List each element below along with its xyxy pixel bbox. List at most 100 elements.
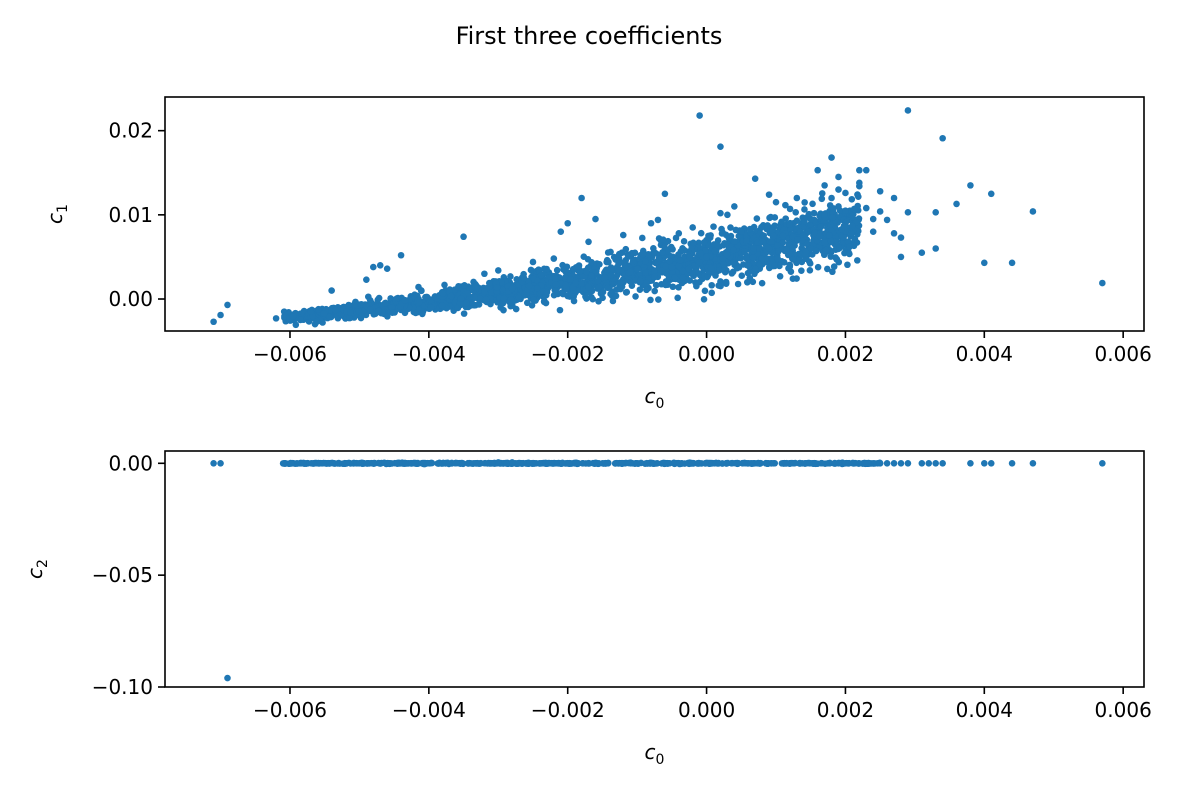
scatter-point-cloud: [833, 255, 840, 263]
scatter-point: [696, 112, 703, 119]
scatter-point: [987, 460, 995, 467]
scatter-point-cloud: [661, 243, 668, 251]
scatter-point-cloud: [778, 218, 785, 226]
scatter-point-cloud: [846, 250, 853, 258]
scatter-point-band: [308, 459, 315, 467]
scatter-point: [272, 315, 280, 322]
scatter-point-band: [814, 460, 821, 468]
scatter-point-cloud: [707, 264, 715, 272]
scatter-point-cloud: [718, 230, 726, 237]
y-ticks-bottom: 0.00 −0.05 −0.10: [92, 451, 165, 699]
scatter-point: [217, 311, 224, 319]
scatter-point-cloud: [556, 306, 564, 314]
scatter-point-cloud: [552, 275, 559, 283]
scatter-point: [508, 285, 516, 293]
scatter-point-band: [870, 460, 878, 467]
scatter-point-band: [503, 460, 510, 467]
scatter-point: [619, 231, 627, 239]
scatter-point: [883, 216, 891, 224]
scatter-point-cloud: [401, 296, 409, 304]
scatter-point-cloud: [315, 305, 322, 313]
figure-title: First three coefficients: [456, 22, 723, 50]
scatter-point-band: [572, 459, 580, 467]
scatter-point: [1029, 460, 1037, 467]
scatter-point-cloud: [716, 266, 723, 274]
scatter-point-cloud: [804, 228, 812, 236]
scatter-point-cloud: [576, 268, 584, 275]
scatter-point-cloud: [715, 282, 722, 289]
scatter-point-band: [566, 459, 573, 467]
scatter-point-cloud: [671, 274, 679, 282]
scatter-point-cloud: [756, 261, 763, 269]
scatter-point: [904, 107, 912, 114]
scatter-point-cloud: [697, 250, 705, 257]
scatter-point-cloud: [525, 282, 533, 290]
scatter-point-cloud: [774, 248, 782, 255]
scatter-point: [890, 230, 898, 237]
x-tick-label: −0.002: [531, 342, 605, 366]
scatter-point-cloud: [658, 267, 666, 274]
scatter-point-cloud: [612, 292, 620, 300]
scatter-point: [918, 249, 926, 257]
scatter-point-band: [805, 459, 813, 467]
scatter-point-cloud: [720, 260, 727, 268]
scatter-point-cloud: [652, 281, 660, 289]
scatter-point-cloud: [543, 265, 550, 273]
scatter-point-cloud: [680, 238, 688, 245]
scatter-point-cloud: [792, 209, 800, 216]
scatter-point: [765, 245, 773, 252]
scatter-point: [703, 253, 710, 261]
scatter-point-band: [402, 459, 409, 467]
scatter-point: [849, 212, 856, 219]
y-tick-label: 0.00: [108, 451, 153, 475]
scatter-point: [210, 460, 217, 467]
axes-frame-top: [164, 96, 1145, 332]
scatter-point: [897, 253, 905, 261]
scatter-point-band: [452, 459, 460, 467]
scatter-point-cloud: [708, 281, 716, 289]
scatter-point-cloud: [460, 310, 468, 317]
scatter-point: [842, 207, 849, 214]
scatter-point-cloud: [809, 200, 816, 208]
scatter-point: [779, 232, 787, 240]
scatter-point-cloud: [601, 274, 609, 281]
scatter-point-cloud: [500, 294, 508, 302]
scatter-point-band: [279, 460, 287, 467]
scatter-point-cloud: [855, 193, 862, 201]
scatter-point-cloud: [632, 293, 639, 300]
scatter-point-cloud: [616, 279, 624, 286]
scatter-point: [842, 189, 849, 197]
y-axis-label-base: c: [43, 213, 67, 224]
scatter-point: [835, 173, 842, 181]
x-tick-label: −0.002: [531, 698, 605, 722]
scatter-point: [932, 209, 939, 216]
scatter-point-cloud: [552, 281, 560, 289]
scatter-point-cloud: [650, 268, 658, 275]
scatter-point-cloud: [679, 274, 687, 281]
scatter-point: [828, 194, 835, 202]
scatter-point-cloud: [331, 306, 339, 314]
scatter-point: [904, 460, 912, 467]
scatter-point-band: [420, 460, 427, 468]
scatter-point-cloud: [384, 313, 391, 320]
scatter-point-cloud: [730, 246, 737, 254]
scatter-point-cloud: [585, 283, 592, 291]
scatter-point-cloud: [641, 258, 649, 265]
scatter-point-cloud: [542, 299, 550, 307]
scatter-point: [647, 219, 655, 227]
scatter-point-cloud: [744, 269, 752, 277]
scatter-point: [675, 230, 683, 237]
scatter-point-cloud: [689, 269, 696, 277]
scatter-point-cloud: [708, 289, 716, 297]
scatter-point-cloud: [821, 239, 829, 247]
scatter-point: [383, 265, 391, 273]
scatter-point-cloud: [634, 265, 642, 273]
scatter-point: [849, 222, 856, 230]
scatter-point-band: [472, 460, 480, 467]
scatter-point-cloud: [559, 290, 567, 298]
scatter-point-cloud: [507, 296, 515, 303]
x-tick-label: 0.004: [956, 342, 1013, 366]
scatter-point: [807, 215, 815, 223]
x-tick-label: −0.006: [253, 342, 327, 366]
scatter-point-cloud: [850, 205, 858, 213]
